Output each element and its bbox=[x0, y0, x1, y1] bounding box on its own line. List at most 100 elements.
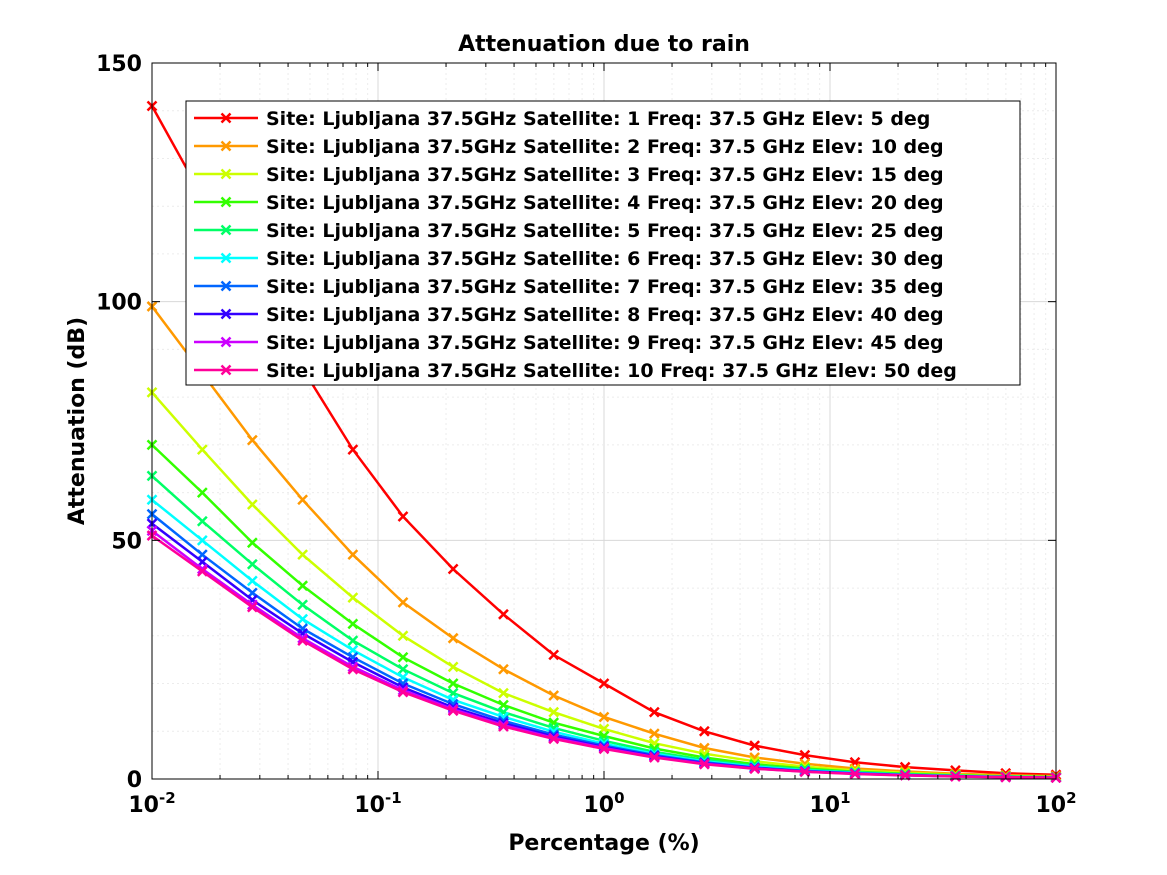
legend-label: Site: Ljubljana 37.5GHz Satellite: 3 Fre… bbox=[266, 164, 944, 186]
data-point bbox=[347, 663, 359, 675]
data-point bbox=[297, 599, 309, 611]
data-point bbox=[899, 770, 911, 781]
legend-entry: Site: Ljubljana 37.5GHz Satellite: 2 Fre… bbox=[194, 136, 944, 158]
data-point bbox=[799, 766, 811, 778]
legend-marker bbox=[220, 112, 232, 124]
data-point bbox=[447, 678, 459, 689]
data-point bbox=[347, 592, 359, 603]
data-point bbox=[196, 487, 208, 498]
legend-label: Site: Ljubljana 37.5GHz Satellite: 8 Fre… bbox=[266, 304, 944, 326]
data-point bbox=[548, 706, 560, 718]
data-point bbox=[447, 661, 459, 673]
data-point bbox=[347, 635, 359, 646]
legend: Site: Ljubljana 37.5GHz Satellite: 1 Fre… bbox=[185, 100, 1021, 386]
data-point bbox=[397, 511, 409, 522]
legend-label: Site: Ljubljana 37.5GHz Satellite: 6 Fre… bbox=[266, 248, 944, 270]
legend-marker bbox=[220, 168, 232, 180]
data-point bbox=[347, 444, 359, 456]
data-point bbox=[498, 608, 509, 620]
data-point bbox=[246, 499, 258, 510]
data-point bbox=[397, 651, 409, 663]
data-point bbox=[548, 690, 560, 701]
series-layer bbox=[146, 100, 1062, 784]
data-point bbox=[196, 515, 208, 527]
data-point bbox=[548, 649, 560, 661]
y-tick-label: 100 bbox=[96, 291, 142, 316]
x-axis-label: Percentage (%) bbox=[508, 831, 699, 856]
data-point bbox=[196, 534, 208, 546]
legend-marker bbox=[220, 336, 232, 348]
data-point bbox=[447, 563, 459, 575]
y-tick-label: 50 bbox=[111, 529, 142, 554]
legend-label: Site: Ljubljana 37.5GHz Satellite: 4 Fre… bbox=[266, 192, 944, 214]
legend-marker bbox=[220, 140, 232, 152]
chart-title: Attenuation due to rain bbox=[458, 32, 750, 57]
legend-marker bbox=[220, 224, 232, 236]
data-point bbox=[297, 494, 309, 506]
data-point bbox=[648, 752, 660, 763]
data-point bbox=[698, 725, 710, 737]
legend-entry: Site: Ljubljana 37.5GHz Satellite: 7 Fre… bbox=[194, 276, 944, 298]
data-point bbox=[598, 743, 610, 755]
legend-box bbox=[185, 100, 1021, 386]
data-point bbox=[246, 434, 258, 446]
data-point bbox=[196, 565, 208, 577]
data-point bbox=[849, 768, 861, 780]
y-tick-label: 0 bbox=[127, 768, 142, 793]
data-point bbox=[598, 678, 610, 689]
data-point bbox=[297, 613, 309, 625]
legend-label: Site: Ljubljana 37.5GHz Satellite: 7 Fre… bbox=[266, 276, 944, 298]
data-point bbox=[196, 444, 208, 456]
data-point bbox=[749, 740, 761, 751]
legend-marker bbox=[220, 252, 232, 264]
data-point bbox=[397, 663, 409, 675]
data-point bbox=[297, 549, 309, 561]
data-point bbox=[397, 597, 409, 608]
data-point bbox=[749, 763, 761, 775]
legend-label: Site: Ljubljana 37.5GHz Satellite: 10 Fr… bbox=[266, 360, 957, 382]
x-tick-label: 102 bbox=[1035, 789, 1076, 818]
ticks: 10-2 10-1 100 101 102 0 50 100 150 bbox=[96, 52, 1076, 818]
y-tick-label: 150 bbox=[96, 52, 142, 77]
legend-entry: Site: Ljubljana 37.5GHz Satellite: 5 Fre… bbox=[194, 220, 944, 242]
x-tick-label: 101 bbox=[809, 789, 850, 818]
data-point bbox=[799, 749, 811, 761]
legend-label: Site: Ljubljana 37.5GHz Satellite: 1 Fre… bbox=[266, 108, 930, 130]
series-10 bbox=[146, 530, 1062, 784]
data-point bbox=[347, 618, 359, 630]
data-point bbox=[648, 706, 660, 718]
data-point bbox=[447, 705, 459, 717]
x-tick-label: 100 bbox=[583, 789, 624, 818]
legend-entry: Site: Ljubljana 37.5GHz Satellite: 1 Fre… bbox=[194, 108, 930, 130]
x-tick-label: 10-1 bbox=[354, 789, 401, 818]
data-point bbox=[498, 721, 509, 732]
data-point bbox=[246, 575, 258, 587]
data-point bbox=[246, 558, 258, 570]
data-point bbox=[347, 549, 359, 561]
data-point bbox=[698, 758, 710, 770]
legend-label: Site: Ljubljana 37.5GHz Satellite: 5 Fre… bbox=[266, 220, 944, 242]
x-tick-label: 10-2 bbox=[128, 789, 175, 818]
legend-marker bbox=[220, 196, 232, 208]
data-point bbox=[648, 728, 660, 740]
data-point bbox=[397, 686, 409, 698]
data-point bbox=[447, 632, 459, 644]
legend-marker bbox=[220, 364, 232, 376]
data-point bbox=[397, 630, 409, 642]
data-point bbox=[598, 711, 610, 723]
data-point bbox=[498, 687, 509, 699]
y-axis-label: Attenuation (dB) bbox=[65, 317, 90, 525]
legend-entry: Site: Ljubljana 37.5GHz Satellite: 8 Fre… bbox=[194, 304, 944, 326]
legend-entry: Site: Ljubljana 37.5GHz Satellite: 3 Fre… bbox=[194, 164, 944, 186]
legend-entry: Site: Ljubljana 37.5GHz Satellite: 10 Fr… bbox=[194, 360, 957, 382]
legend-label: Site: Ljubljana 37.5GHz Satellite: 2 Fre… bbox=[266, 136, 944, 158]
data-point bbox=[498, 663, 509, 675]
data-point bbox=[246, 601, 258, 613]
legend-label: Site: Ljubljana 37.5GHz Satellite: 9 Fre… bbox=[266, 332, 944, 354]
data-point bbox=[196, 563, 208, 575]
legend-entry: Site: Ljubljana 37.5GHz Satellite: 9 Fre… bbox=[194, 332, 944, 354]
legend-entry: Site: Ljubljana 37.5GHz Satellite: 4 Fre… bbox=[194, 192, 944, 214]
legend-entry: Site: Ljubljana 37.5GHz Satellite: 6 Fre… bbox=[194, 248, 944, 270]
data-point bbox=[297, 580, 309, 592]
